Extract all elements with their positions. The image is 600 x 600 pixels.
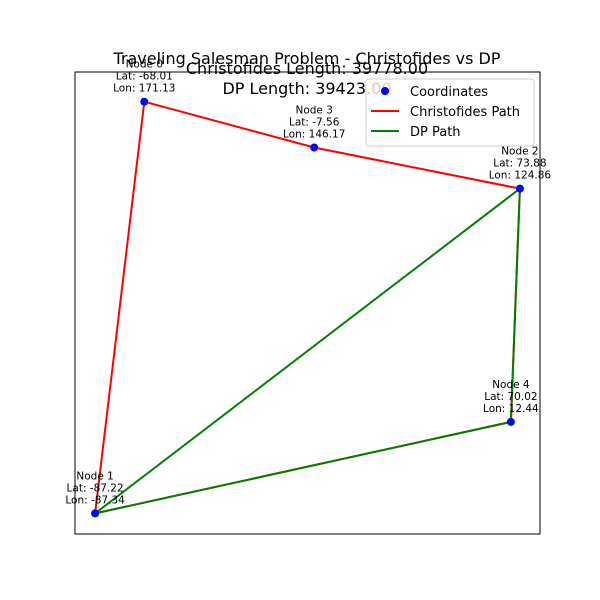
- node-point-0: [140, 97, 149, 106]
- chart-title: Traveling Salesman Problem - Christofide…: [112, 49, 500, 68]
- points-layer: [91, 97, 524, 518]
- legend: Coordinates Christofides Path DP Path: [365, 78, 535, 147]
- legend-christofides-label: Christofides Path: [410, 105, 520, 120]
- node-label-1: Node 1 Lat: -87.22 Lon: -87.34: [65, 470, 125, 506]
- node-label-0: Node 0 Lat: -68.01 Lon: 171.13: [113, 59, 175, 95]
- node-point-4: [506, 417, 515, 426]
- chart-subtitle-christofides: Christofides Length: 39778.00: [186, 59, 428, 78]
- legend-dp-label: DP Path: [410, 125, 461, 140]
- node-point-3: [310, 143, 319, 152]
- legend-coordinates-marker: [381, 87, 389, 95]
- node-label-3: Node 3 Lat: -7.56 Lon: 146.17: [283, 105, 345, 141]
- node-labels-layer: Node 0 Lat: -68.01 Lon: 171.13 Node 1 Lat: -…: [65, 59, 551, 507]
- node-label-4: Node 4 Lat: 70.02 Lon: 12.44: [483, 379, 539, 415]
- node-point-2: [515, 184, 524, 193]
- node-point-1: [91, 509, 100, 518]
- plot-area: [74, 71, 541, 535]
- legend-coordinates-label: Coordinates: [410, 85, 488, 100]
- paths-layer: [94, 100, 521, 515]
- series-line-dp: [94, 187, 521, 515]
- legend-box: [365, 78, 535, 147]
- node-label-2: Node 2 Lat: 73.88 Lon: 124.86: [489, 146, 552, 182]
- chart-subtitle-dp: DP Length: 39423.00: [222, 79, 391, 98]
